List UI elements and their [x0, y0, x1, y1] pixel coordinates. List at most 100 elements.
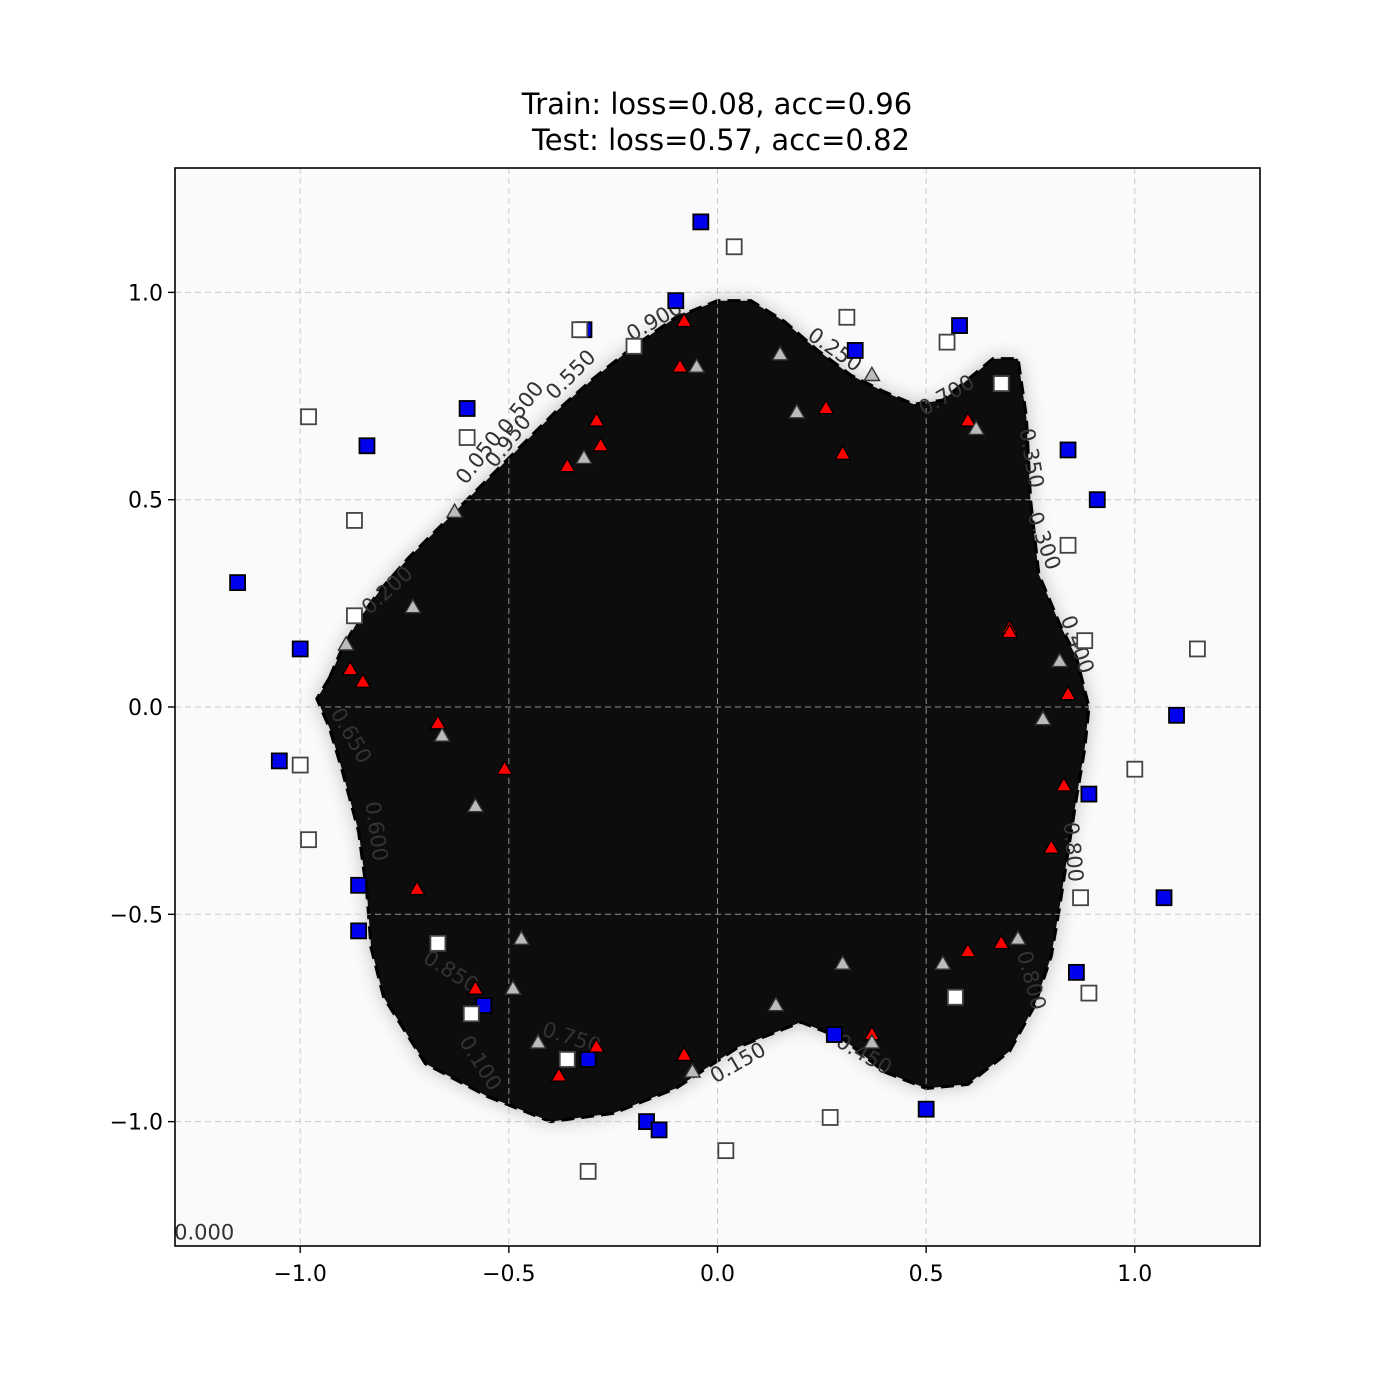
- triangle-point: [558, 457, 577, 473]
- square-point: [625, 337, 643, 355]
- decision-boundary: [315, 299, 1091, 1124]
- square-point: [1067, 963, 1085, 981]
- square-point: [346, 607, 363, 625]
- triangle-point: [353, 672, 372, 689]
- triangle-point: [1009, 929, 1027, 946]
- square-point: [579, 1162, 597, 1180]
- square-point: [938, 333, 956, 351]
- triangle-point: [683, 1062, 702, 1078]
- triangle-point: [833, 444, 852, 460]
- y-tick-label: 0.0: [128, 696, 163, 721]
- triangle-point: [787, 403, 806, 419]
- triangle-point: [429, 714, 447, 730]
- square-point: [291, 640, 309, 658]
- square-point: [917, 1100, 935, 1118]
- triangle-point: [466, 797, 485, 813]
- square-point: [838, 308, 856, 326]
- triangle-point: [967, 419, 986, 436]
- triangle-point: [833, 954, 852, 970]
- grid: [175, 168, 1260, 1246]
- square-point: [825, 1026, 843, 1043]
- triangle-point: [959, 411, 977, 427]
- triangle-point: [959, 942, 977, 958]
- chart-title-line-1: Train: loss=0.08, acc=0.96: [521, 87, 912, 121]
- triangle-point: [341, 660, 360, 676]
- square-point: [1126, 760, 1144, 778]
- triangle-point: [512, 929, 531, 946]
- y-tick-label: −0.5: [110, 903, 163, 928]
- triangle-point: [671, 357, 689, 373]
- triangle-point: [495, 759, 514, 776]
- triangle-point: [1042, 838, 1061, 854]
- square-point: [429, 934, 447, 952]
- triangle-point: [863, 1033, 881, 1049]
- square-point: [558, 1051, 576, 1068]
- square-point: [270, 752, 288, 770]
- data-points: [229, 213, 1206, 1180]
- contour-label: 0.800: [1059, 821, 1088, 883]
- square-point: [350, 922, 368, 940]
- triangle-point: [587, 411, 606, 427]
- square-point: [1088, 491, 1106, 509]
- square-point: [1155, 889, 1173, 907]
- square-point: [571, 321, 589, 339]
- square-point: [458, 429, 476, 446]
- triangle-point: [1059, 685, 1077, 701]
- square-point: [462, 1005, 480, 1023]
- triangle-point: [504, 979, 522, 995]
- triangle-point: [408, 880, 426, 896]
- square-point: [846, 342, 864, 359]
- triangle-point: [817, 399, 835, 415]
- square-point: [821, 1109, 839, 1126]
- square-point: [650, 1121, 668, 1139]
- square-point: [350, 876, 368, 894]
- x-axis-ticks: −1.0 −0.5 0.0 0.5 1.0: [273, 1246, 1152, 1287]
- y-tick-label: 0.5: [128, 489, 163, 514]
- square-point: [951, 317, 968, 334]
- square-point: [717, 1142, 735, 1160]
- square-point: [229, 574, 246, 592]
- triangle-point: [675, 1045, 693, 1062]
- y-axis-ticks: 1.0 0.5 0.0 −0.5 −1.0: [110, 281, 175, 1136]
- triangle-point: [404, 598, 422, 614]
- square-point: [667, 292, 685, 310]
- x-tick-label: 0.0: [700, 1262, 735, 1287]
- triangle-point: [433, 726, 451, 742]
- x-tick-label: 1.0: [1117, 1262, 1152, 1287]
- square-point: [1059, 536, 1077, 554]
- square-point: [291, 756, 309, 774]
- square-point: [692, 213, 710, 231]
- triangle-point: [1050, 651, 1069, 668]
- triangle-point: [934, 954, 952, 970]
- square-point: [1059, 441, 1077, 459]
- plot-area: 0.2000.0500.9500.5000.5500.9000.2500.700…: [174, 168, 1260, 1246]
- triangle-point: [992, 933, 1011, 950]
- square-point: [300, 831, 317, 849]
- square-point: [1080, 785, 1098, 803]
- square-point: [1080, 984, 1098, 1002]
- triangle-point: [337, 635, 355, 651]
- x-tick-label: −1.0: [273, 1262, 326, 1287]
- square-point: [579, 1051, 597, 1068]
- chart-title-line-2: Test: loss=0.57, acc=0.82: [531, 123, 910, 157]
- square-point: [458, 400, 476, 417]
- triangle-point: [550, 1066, 568, 1082]
- square-point: [1168, 706, 1185, 724]
- triangle-point: [675, 312, 693, 328]
- x-tick-label: −0.5: [482, 1262, 535, 1287]
- triangle-point: [466, 979, 485, 995]
- triangle-point: [863, 365, 881, 382]
- square-point: [1189, 640, 1206, 658]
- y-tick-label: 1.0: [128, 281, 163, 306]
- triangle-point: [529, 1033, 547, 1049]
- square-point: [346, 512, 363, 529]
- contour-label: 0.000: [174, 1221, 234, 1245]
- square-point: [300, 408, 317, 426]
- triangle-point: [767, 996, 785, 1012]
- triangle-point: [1055, 776, 1073, 792]
- square-point: [992, 375, 1010, 393]
- y-tick-label: −1.0: [110, 1111, 163, 1136]
- square-point: [1072, 889, 1089, 907]
- triangle-point: [1034, 710, 1052, 726]
- triangle-point: [445, 502, 464, 519]
